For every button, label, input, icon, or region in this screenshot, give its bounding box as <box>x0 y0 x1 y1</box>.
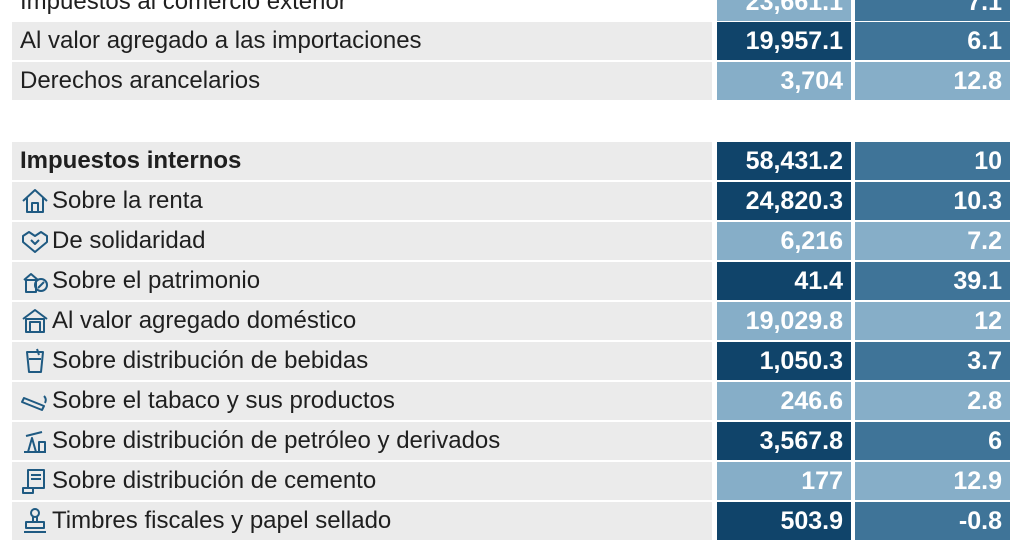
row-label-cell: Sobre distribución de petróleo y derivad… <box>12 422 712 460</box>
property-percent-icon <box>20 266 50 296</box>
row-value: 3,704 <box>717 62 851 100</box>
row-value: 19,029.8 <box>717 302 851 340</box>
row-label: Al valor agregado doméstico <box>52 307 357 334</box>
table-row-timbres: Timbres fiscales y papel sellado 503.9 -… <box>12 502 1010 540</box>
row-label-cell: Sobre la renta <box>12 182 712 220</box>
section-title: Impuestos internos <box>12 142 712 180</box>
row-value: 3,567.8 <box>717 422 851 460</box>
row-value: 19,957.1 <box>717 22 851 60</box>
row-value: 23,661.1 <box>717 0 851 21</box>
row-value: 41.4 <box>717 262 851 300</box>
row-pct: 12.8 <box>855 62 1010 100</box>
row-label: Sobre distribución de cemento <box>52 467 377 494</box>
row-pct: 2.8 <box>855 382 1010 420</box>
cement-icon <box>20 466 50 496</box>
row-label-cell: Sobre distribución de cemento <box>12 462 712 500</box>
row-pct: -0.8 <box>855 502 1010 540</box>
cigarette-icon <box>20 386 50 416</box>
row-label-cell: Sobre el tabaco y sus productos <box>12 382 712 420</box>
table-row-derechos-arancelarios: Derechos arancelarios 3,704 12.8 <box>12 62 1010 100</box>
row-pct: 10.3 <box>855 182 1010 220</box>
row-pct: 7.2 <box>855 222 1010 260</box>
row-pct: 10 <box>855 142 1010 180</box>
table-row-tabaco: Sobre el tabaco y sus productos 246.6 2.… <box>12 382 1010 420</box>
row-label: Derechos arancelarios <box>12 62 712 100</box>
row-value: 1,050.3 <box>717 342 851 380</box>
table-row-valor-agregado-importaciones: Al valor agregado a las importaciones 19… <box>12 22 1010 60</box>
row-label: Sobre distribución de petróleo y derivad… <box>52 427 501 454</box>
row-pct: 12 <box>855 302 1010 340</box>
row-value: 246.6 <box>717 382 851 420</box>
row-label: Sobre distribución de bebidas <box>52 347 369 374</box>
row-pct: 7.1 <box>855 0 1010 21</box>
row-label-cell: Timbres fiscales y papel sellado <box>12 502 712 540</box>
row-value: 24,820.3 <box>717 182 851 220</box>
row-label: Sobre la renta <box>52 187 203 214</box>
row-label: Sobre el tabaco y sus productos <box>52 387 395 414</box>
table-row-comercio-exterior: Impuestos al comercio exterior 23,661.1 … <box>12 0 1010 21</box>
row-pct: 12.9 <box>855 462 1010 500</box>
table-row-distribucion-bebidas: Sobre distribución de bebidas 1,050.3 3.… <box>12 342 1010 380</box>
table-row-sobre-el-patrimonio: Sobre el patrimonio 41.4 39.1 <box>12 262 1010 300</box>
row-label: Impuestos al comercio exterior <box>20 0 347 15</box>
store-icon <box>20 306 50 336</box>
row-pct: 6 <box>855 422 1010 460</box>
table-row-sobre-la-renta: Sobre la renta 24,820.3 10.3 <box>12 182 1010 220</box>
row-label-cell: De solidaridad <box>12 222 712 260</box>
row-label: De solidaridad <box>52 227 206 254</box>
row-value: 503.9 <box>717 502 851 540</box>
row-label-cell: Sobre distribución de bebidas <box>12 342 712 380</box>
row-pct: 3.7 <box>855 342 1010 380</box>
house-icon <box>20 186 50 216</box>
row-value: 58,431.2 <box>717 142 851 180</box>
table-row-impuestos-internos-header: Impuestos internos 58,431.2 10 <box>12 142 1010 180</box>
table-row-petroleo: Sobre distribución de petróleo y derivad… <box>12 422 1010 460</box>
row-pct: 6.1 <box>855 22 1010 60</box>
row-label-cell: Sobre el patrimonio <box>12 262 712 300</box>
row-label-cell: Al valor agregado doméstico <box>12 302 712 340</box>
row-value: 6,216 <box>717 222 851 260</box>
table-row-de-solidaridad: De solidaridad 6,216 7.2 <box>12 222 1010 260</box>
row-pct: 39.1 <box>855 262 1010 300</box>
row-label: Timbres fiscales y papel sellado <box>52 507 392 534</box>
table-row-valor-agregado-domestico: Al valor agregado doméstico 19,029.8 12 <box>12 302 1010 340</box>
oil-pump-icon <box>20 426 50 456</box>
handshake-icon <box>20 226 50 256</box>
beverage-icon <box>20 346 50 376</box>
stamp-icon <box>20 506 50 536</box>
row-label: Sobre el patrimonio <box>52 267 261 294</box>
row-value: 177 <box>717 462 851 500</box>
row-label: Al valor agregado a las importaciones <box>12 22 712 60</box>
table-row-cemento: Sobre distribución de cemento 177 12.9 <box>12 462 1010 500</box>
